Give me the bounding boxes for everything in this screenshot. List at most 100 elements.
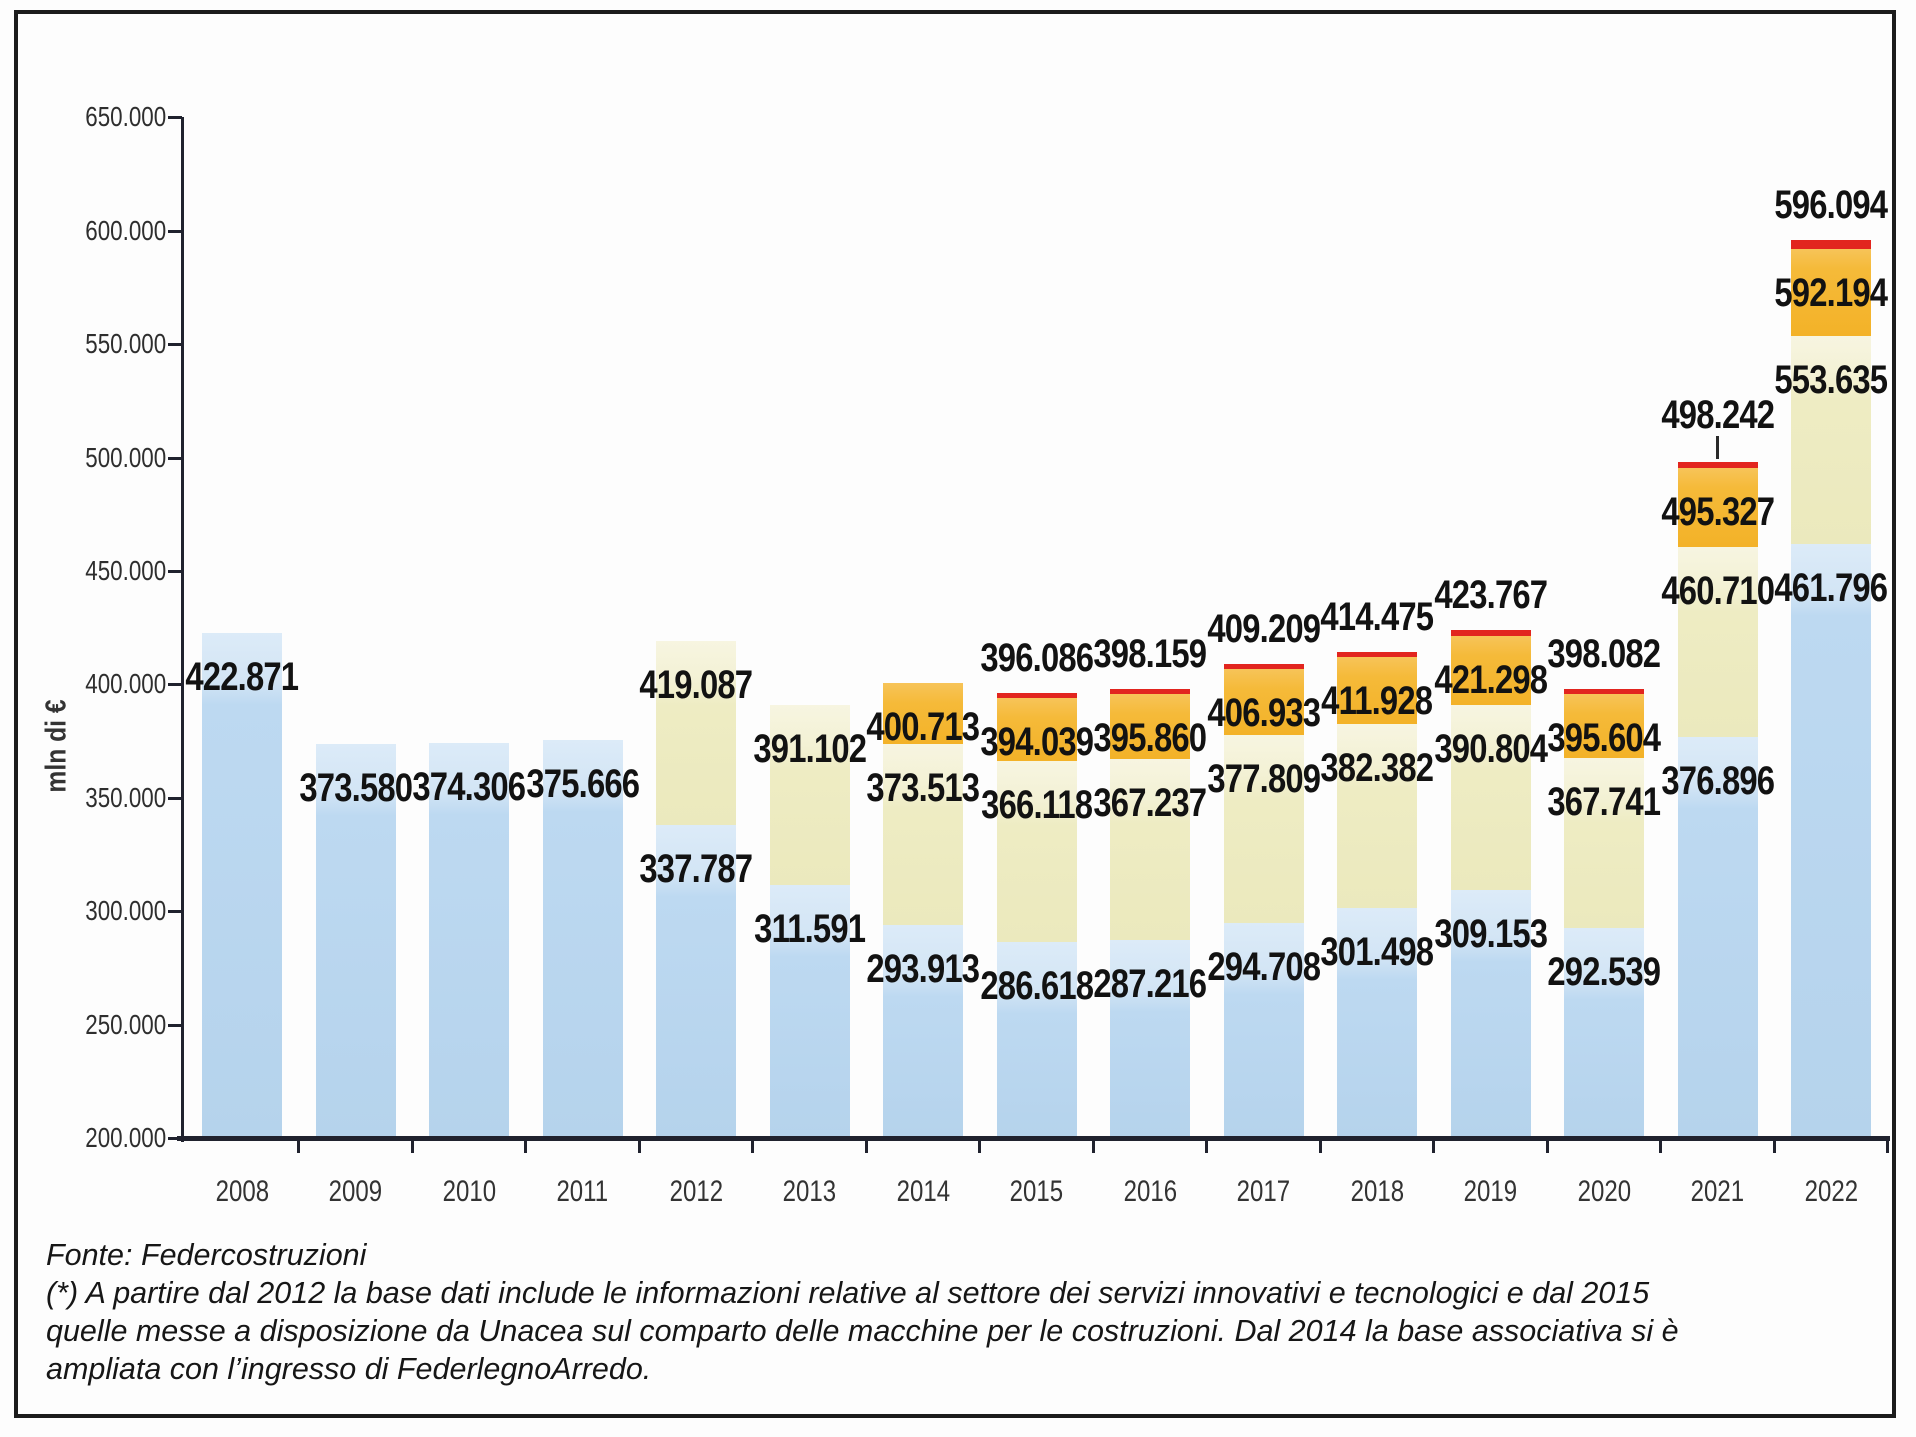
bar-label-blue-2012: 337.787 [576, 848, 816, 890]
bar-label-blue-2016-text: 287.216 [1093, 962, 1208, 1007]
bar-total-label-2019-text: 423.767 [1434, 573, 1548, 618]
x-tick-7 [1091, 1140, 1095, 1153]
bar-label-yellow-2016-text: 367.237 [1093, 780, 1208, 825]
bar-label-yellow-2020: 367.741 [1484, 781, 1724, 823]
bar-label-yellow-2022: 553.635 [1711, 359, 1916, 401]
bar-label-orange-2015: 394.039 [917, 721, 1157, 763]
footer-note-line-1: (*) A partire dal 2012 la base dati incl… [46, 1276, 1650, 1310]
bar-label-yellow-2022-text: 553.635 [1774, 357, 1889, 402]
y-tick-200000 [168, 1137, 182, 1140]
x-tick-13 [1772, 1140, 1776, 1153]
footer-source: Fonte: Federcostruzioni [46, 1238, 367, 1272]
bar-segment-yellow-2022 [1791, 335, 1871, 545]
bar-label-blue-2018: 301.498 [1257, 931, 1497, 973]
bar-label-orange-2016: 395.860 [1030, 717, 1270, 759]
bar-label-yellow-2020-text: 367.741 [1547, 779, 1662, 824]
bar-label-blue-2012-text: 337.787 [639, 847, 754, 892]
callout-line-2021 [1716, 435, 1719, 459]
bar-label-blue-2018-text: 301.498 [1320, 929, 1435, 974]
bar-segment-orange-2014 [883, 682, 963, 745]
figure-border [14, 10, 1896, 1418]
bar-segment-red-2019 [1450, 630, 1531, 637]
bar-label-blue-2022-text: 461.796 [1774, 566, 1889, 611]
bar-label-blue-2015: 286.618 [917, 965, 1157, 1007]
bar-segment-blue-2008 [202, 632, 282, 1138]
bar-total-label-2015-text: 396.086 [980, 636, 1094, 681]
bar-segment-orange-2015 [996, 697, 1077, 762]
y-tick-650000 [168, 116, 182, 120]
bar-label-blue-2009-text: 373.580 [299, 766, 413, 811]
bar-segment-blue-2019 [1450, 890, 1531, 1138]
bar-segment-red-2022 [1791, 239, 1871, 249]
bar-label-yellow-2013: 391.102 [690, 728, 930, 770]
y-tick-550000 [168, 343, 182, 347]
y-tick-label-400000-text: 400.000 [85, 668, 166, 700]
x-tick-label-2018: 2018 [1297, 1176, 1457, 1208]
bar-label-orange-2022: 592.194 [1711, 272, 1916, 314]
y-axis-line [181, 117, 184, 1142]
bar-segment-yellow-2013 [769, 704, 850, 885]
bar-total-label-2020: 398.082 [1484, 633, 1724, 675]
bar-total-label-2022-text: 596.094 [1774, 182, 1889, 227]
bar-label-orange-2022-text: 592.194 [1774, 270, 1889, 315]
bar-label-blue-2017-text: 294.708 [1207, 945, 1321, 990]
bar-label-blue-2010: 374.306 [349, 766, 589, 808]
x-tick-label-2018-text: 2018 [1350, 1175, 1404, 1208]
bar-segment-blue-2016 [1110, 940, 1190, 1138]
bar-label-yellow-2015: 366.118 [917, 784, 1157, 826]
x-tick-label-2020: 2020 [1524, 1176, 1684, 1208]
y-tick-450000 [168, 570, 182, 573]
bar-label-orange-2021: 495.327 [1598, 491, 1838, 533]
bar-label-yellow-2017-text: 377.809 [1207, 756, 1321, 801]
bar-segment-yellow-2017 [1223, 734, 1304, 924]
x-tick-4 [751, 1140, 755, 1153]
y-tick-label-300000: 300.000 [40, 896, 166, 926]
x-tick-label-2012-text: 2012 [669, 1175, 723, 1208]
bar-segment-orange-2021 [1677, 468, 1758, 547]
bar-segment-red-2017 [1223, 663, 1304, 669]
x-tick-12 [1659, 1140, 1663, 1153]
x-tick-label-2013-text: 2013 [782, 1175, 837, 1208]
bar-label-blue-2020-text: 292.539 [1547, 950, 1662, 995]
bar-segment-blue-2020 [1564, 928, 1644, 1138]
x-tick-0 [297, 1140, 301, 1153]
x-tick-label-2020-text: 2020 [1577, 1175, 1631, 1208]
y-tick-label-500000-text: 500.000 [85, 441, 166, 473]
y-tick-label-450000-text: 450.000 [85, 555, 166, 586]
x-tick-label-2009: 2009 [276, 1176, 436, 1208]
bar-total-label-2015: 396.086 [917, 637, 1157, 679]
x-tick-3 [637, 1140, 641, 1153]
bar-total-label-2021: 498.242 [1598, 394, 1838, 436]
bar-segment-red-2015 [996, 693, 1077, 698]
bar-label-orange-2015-text: 394.039 [980, 719, 1094, 764]
bar-label-orange-2017-text: 406.933 [1207, 690, 1321, 735]
x-tick-label-2014-text: 2014 [896, 1175, 950, 1208]
bar-label-blue-2008-text: 422.871 [185, 654, 300, 699]
bar-label-yellow-2015-text: 366.118 [980, 783, 1093, 828]
bar-label-blue-2013-text: 311.591 [753, 906, 866, 951]
x-axis-line [177, 1136, 1890, 1141]
x-tick-label-2022-text: 2022 [1804, 1175, 1858, 1208]
bar-total-label-2017: 409.209 [1144, 608, 1384, 650]
bar-segment-blue-2010 [429, 742, 509, 1138]
bar-segment-blue-2014 [883, 925, 963, 1138]
bar-label-blue-2015-text: 286.618 [980, 963, 1094, 1008]
bar-label-orange-2016-text: 395.860 [1093, 715, 1208, 760]
bar-segment-blue-2021 [1677, 736, 1758, 1138]
bar-segment-orange-2017 [1223, 668, 1304, 735]
bar-segment-yellow-2012 [656, 641, 736, 826]
bar-segment-yellow-2021 [1677, 546, 1758, 737]
bar-label-yellow-2019-text: 390.804 [1434, 727, 1548, 772]
y-tick-label-450000: 450.000 [40, 556, 166, 586]
bar-label-blue-2011-text: 375.666 [526, 761, 640, 806]
bar-segment-blue-2013 [769, 884, 850, 1138]
x-tick-9 [1318, 1140, 1322, 1153]
bar-label-yellow-2018-text: 382.382 [1320, 746, 1435, 791]
x-tick-label-2015-text: 2015 [1009, 1175, 1064, 1208]
bar-total-label-2016: 398.159 [1030, 633, 1270, 675]
x-tick-label-2010-text: 2010 [442, 1175, 496, 1208]
x-tick-label-2008: 2008 [162, 1176, 322, 1208]
bar-segment-blue-2009 [315, 744, 396, 1138]
